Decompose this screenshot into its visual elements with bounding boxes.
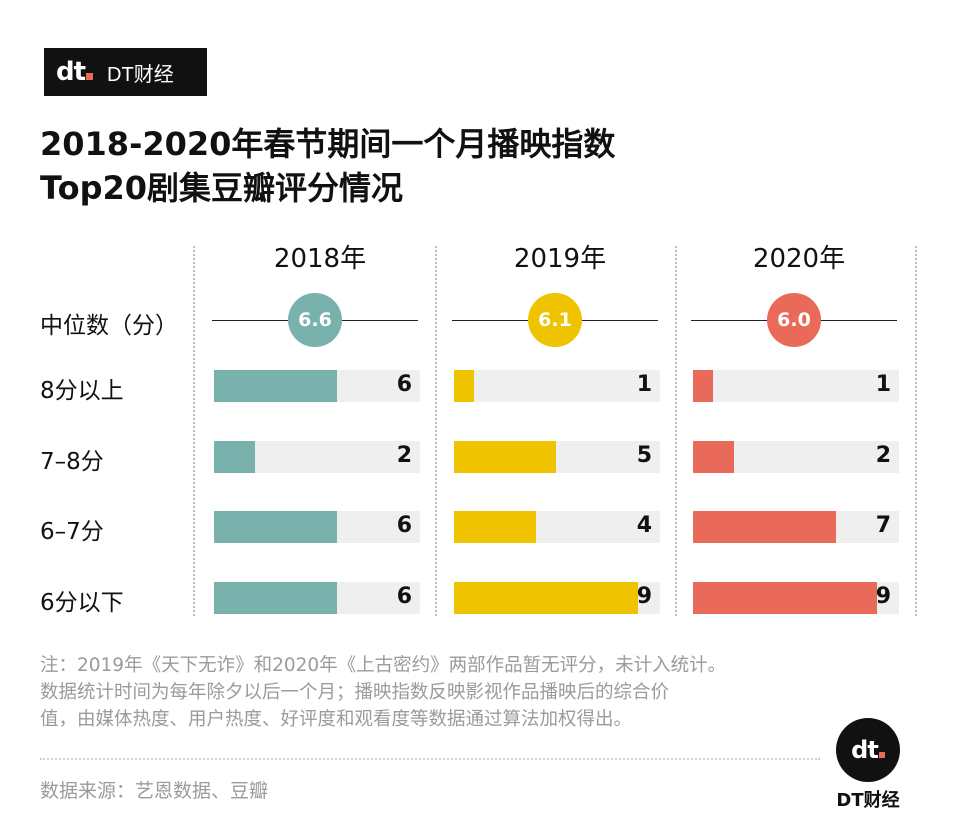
bar-track (214, 370, 420, 402)
bar-track (454, 370, 660, 402)
divider-right (915, 246, 917, 616)
bar (693, 441, 734, 473)
footer-divider (40, 758, 820, 760)
row-label-6-7: 6–7分 (40, 519, 104, 545)
chart-title-line-1: 2018-2020年春节期间一个月播映指数 (40, 125, 616, 163)
bar-value-label: 9 (875, 584, 891, 609)
year-header-2019年: 2019年 (513, 244, 607, 274)
bar (214, 370, 337, 402)
divider-left (193, 246, 195, 616)
footnote-line: 值，由媒体热度、用户热度、好评度和观看度等数据通过算法加权得出。 (40, 709, 633, 730)
divider-mid-2 (675, 246, 677, 616)
brand-mark: dt (56, 57, 94, 87)
row-label-below-6: 6分以下 (40, 590, 124, 616)
median-badge: 6.1 (528, 293, 582, 347)
bar (214, 511, 337, 543)
median-badge: 6.6 (288, 293, 342, 347)
bar (693, 511, 837, 543)
bar-track (454, 441, 660, 473)
brand-logo: dt DT财经 (44, 48, 207, 96)
median-badge: 6.0 (767, 293, 821, 347)
bar-value-label: 4 (636, 513, 652, 538)
bar-track (214, 511, 420, 543)
row-label-7-8: 7–8分 (40, 449, 104, 475)
chart-title-line-2: Top20剧集豆瓣评分情况 (40, 169, 404, 207)
year-header-2018年: 2018年 (273, 244, 367, 274)
bar-track (454, 511, 660, 543)
footnote-line: 注：2019年《天下无诈》和2020年《上古密约》两部作品暂无评分，未计入统计。 (40, 655, 727, 676)
bar-value-label: 1 (875, 372, 891, 397)
footnote: 注：2019年《天下无诈》和2020年《上古密约》两部作品暂无评分，未计入统计。… (40, 652, 820, 733)
bar-track (214, 582, 420, 614)
data-source: 数据来源：艺恩数据、豆瓣 (40, 780, 269, 802)
brand-name: DT财经 (107, 63, 174, 86)
footnote-line: 数据统计时间为每年除夕以后一个月；播映指数反映影视作品播映后的综合价 (40, 682, 670, 703)
bar-value-label: 6 (396, 513, 412, 538)
bar-value-label: 2 (875, 443, 891, 468)
bar-track (693, 582, 899, 614)
bar-value-label: 5 (636, 443, 652, 468)
bar-track (693, 370, 899, 402)
bar (454, 582, 638, 614)
bar (454, 370, 475, 402)
bar-value-label: 1 (636, 372, 652, 397)
bar-value-label: 2 (396, 443, 412, 468)
row-label-median: 中位数（分） (40, 313, 178, 339)
bar (693, 582, 877, 614)
bar-track (693, 511, 899, 543)
bar (454, 441, 557, 473)
brand-caption: DT财经 (836, 790, 900, 811)
brand-circle-logo: dt (836, 718, 900, 782)
bar-value-label: 9 (636, 584, 652, 609)
bar-value-label: 6 (396, 584, 412, 609)
divider-mid-1 (435, 246, 437, 616)
bar (693, 370, 714, 402)
bar-track (214, 441, 420, 473)
bar-track (454, 582, 660, 614)
bar (214, 441, 255, 473)
bar (454, 511, 536, 543)
bar-track (693, 441, 899, 473)
year-header-2020年: 2020年 (752, 244, 846, 274)
bar (214, 582, 337, 614)
row-label-8-plus: 8分以上 (40, 378, 124, 404)
bar-value-label: 7 (875, 513, 891, 538)
bar-value-label: 6 (396, 372, 412, 397)
chart-title: 2018-2020年春节期间一个月播映指数 Top20剧集豆瓣评分情况 (40, 122, 740, 210)
